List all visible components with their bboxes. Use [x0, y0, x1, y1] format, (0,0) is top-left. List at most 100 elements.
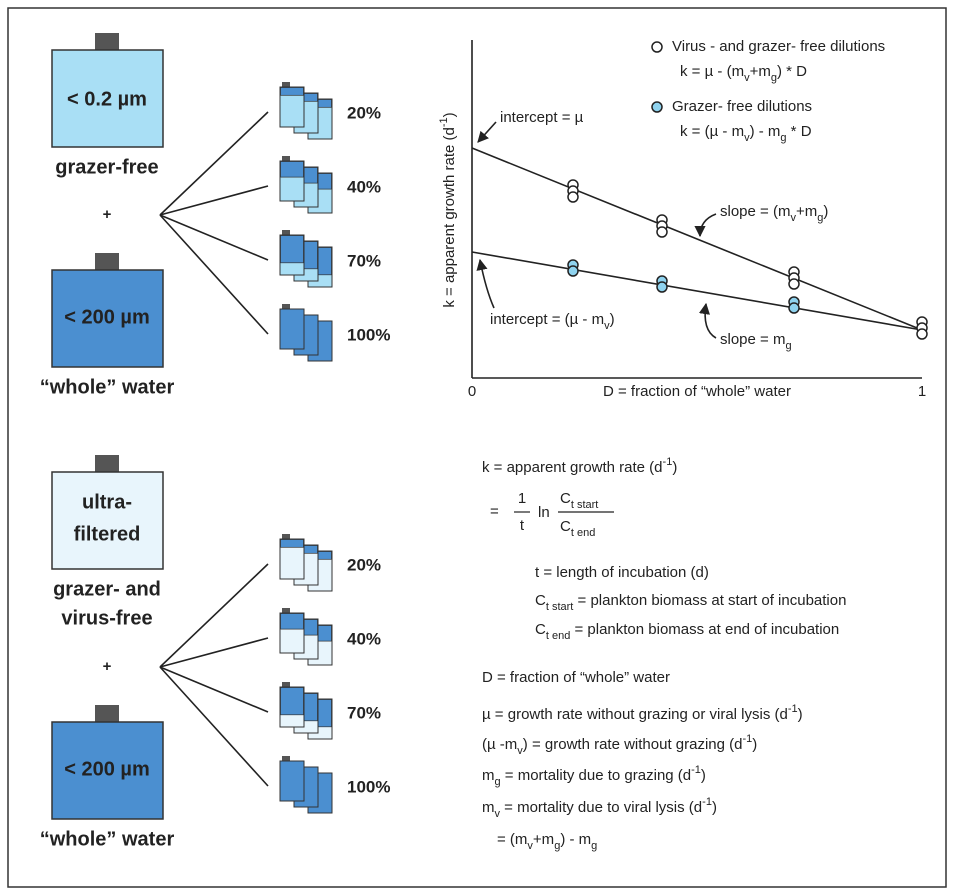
subscript: t start	[571, 499, 599, 511]
small-cap	[282, 756, 290, 761]
text-part: C	[535, 621, 546, 638]
dilution-label: 100%	[347, 325, 390, 344]
legend-label: Grazer- free dilutions	[672, 98, 812, 115]
text-part: slope = m	[720, 331, 785, 348]
legend-label: Virus - and grazer- free dilutions	[672, 38, 885, 55]
definition: k = apparent growth rate (d-1)	[482, 456, 677, 476]
superscript: -1	[702, 796, 712, 808]
small-bottle-fill	[281, 614, 304, 630]
small-bottle-fill	[281, 540, 304, 548]
text-part: m	[482, 799, 495, 816]
x-tick-label: 0	[468, 383, 476, 400]
ln: ln	[538, 504, 550, 521]
text-part: )	[441, 112, 458, 117]
small-bottle-fill	[281, 88, 304, 96]
dilution-label: 100%	[347, 777, 390, 796]
small-cap	[282, 156, 290, 161]
text-part: C	[560, 518, 571, 535]
bottle	[52, 472, 163, 569]
text-part: )	[701, 767, 706, 784]
data-point	[652, 42, 662, 52]
bottle-caption: grazer- and	[53, 578, 161, 600]
text-part: = plankton biomass at end of incubation	[570, 621, 839, 638]
bottle-cap	[95, 253, 119, 270]
bottle-label: filtered	[74, 523, 141, 545]
subscript: t end	[546, 630, 570, 642]
bottle-cap	[95, 33, 119, 50]
small-bottle-fill	[281, 688, 304, 715]
subscript: t start	[546, 601, 574, 613]
superscript: -1	[743, 733, 753, 745]
text-part: )	[672, 459, 677, 476]
text-part: k = µ - (m	[680, 63, 744, 80]
small-bottle-fill	[281, 162, 304, 178]
data-point	[917, 329, 927, 339]
superscript: -1	[691, 764, 701, 776]
text-part: +m	[750, 63, 771, 80]
text-part: k = (µ - m	[680, 123, 744, 140]
text-part: = (m	[497, 831, 527, 848]
dilution-label: 70%	[347, 703, 381, 722]
small-cap	[282, 534, 290, 539]
equals: =	[490, 503, 499, 520]
dilution-label: 40%	[347, 177, 381, 196]
definition: t = length of incubation (d)	[535, 564, 709, 581]
x-tick-label: 1	[918, 383, 926, 400]
text-part: C	[535, 592, 546, 609]
text-part: k = apparent growth rate (d	[482, 459, 663, 476]
small-cap	[282, 608, 290, 613]
annotation: intercept = µ	[500, 109, 584, 126]
bottle-label: < 0.2 µm	[67, 88, 147, 110]
small-cap	[282, 230, 290, 235]
bottle-label: < 200 µm	[64, 306, 149, 328]
bottle-caption: virus-free	[61, 607, 152, 629]
bottle-caption: “whole” water	[40, 376, 175, 398]
definition: D = fraction of “whole” water	[482, 669, 670, 686]
text-part: +m	[796, 203, 817, 220]
y-axis-label: k = apparent growth rate (d-1)	[438, 112, 458, 307]
text-part: +m	[533, 831, 554, 848]
bottle-caption: grazer-free	[55, 156, 158, 178]
text-part: )	[752, 736, 757, 753]
text-part: ) - m	[750, 123, 781, 140]
text-part: t = length of incubation (d)	[535, 564, 709, 581]
bottle-cap	[95, 455, 119, 472]
data-point	[657, 227, 667, 237]
text-part: intercept = (µ - m	[490, 311, 604, 328]
small-bottle-fill	[281, 236, 304, 263]
dilution-label: 20%	[347, 103, 381, 122]
text-part: k = apparent growth rate (d	[441, 127, 458, 308]
dilution-label: 40%	[347, 629, 381, 648]
superscript: -1	[438, 117, 450, 127]
text-part: m	[482, 767, 495, 784]
data-point	[568, 192, 578, 202]
bottle-label: < 200 µm	[64, 758, 149, 780]
subscript: t end	[571, 527, 595, 539]
subscript: g	[591, 840, 597, 852]
subscript: g	[785, 340, 791, 352]
data-point	[657, 282, 667, 292]
data-point	[789, 303, 799, 313]
text-part: )	[798, 706, 803, 723]
text-part: D = fraction of “whole” water	[482, 669, 670, 686]
text-part: = mortality due to viral lysis (d	[500, 799, 702, 816]
text-part: intercept = µ	[500, 109, 584, 126]
bottle-caption: “whole” water	[40, 828, 175, 850]
dilution-label: 20%	[347, 555, 381, 574]
data-point	[568, 266, 578, 276]
text-part: ) - m	[560, 831, 591, 848]
bottle-label: ultra-	[82, 491, 132, 513]
plus: +	[103, 206, 112, 223]
page: < 0.2 µm grazer-free + < 200 µm “whole” wate…	[0, 0, 954, 895]
text-part: )	[610, 311, 615, 328]
superscript: -1	[788, 703, 798, 715]
text-part: ) = growth rate without grazing (d	[523, 736, 743, 753]
superscript: -1	[663, 456, 673, 468]
small-bottle-fill	[281, 762, 304, 801]
text-part: µ = growth rate without grazing or viral…	[482, 706, 788, 723]
small-cap	[282, 304, 290, 309]
text-part: C	[560, 490, 571, 507]
numerator: 1	[518, 490, 526, 507]
text-part: = plankton biomass at start of incubatio…	[573, 592, 846, 609]
dilution-label: 70%	[347, 251, 381, 270]
